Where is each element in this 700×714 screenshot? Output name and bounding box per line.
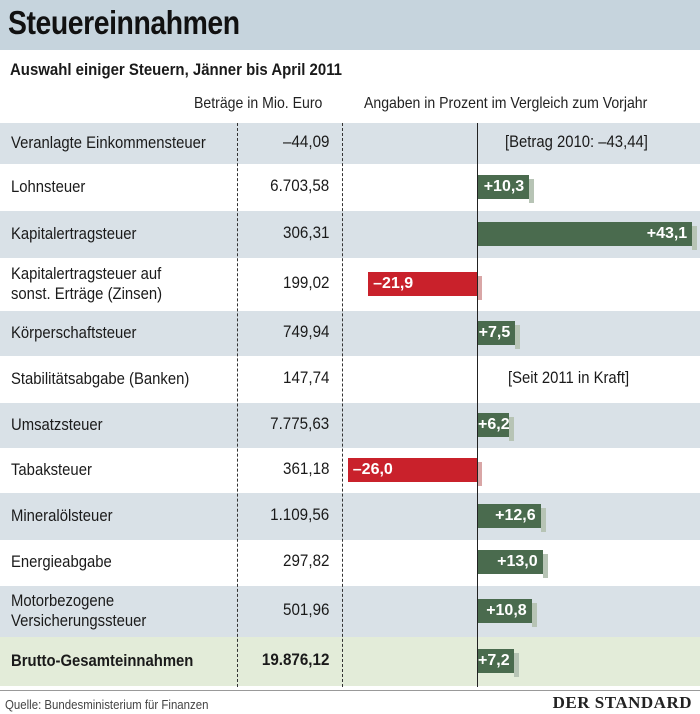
bar-data-label: +13,0 (497, 553, 538, 570)
table-row: Umsatzsteuer 7.775,63 +6,2 (0, 403, 700, 448)
bar-data-label: +12,6 (495, 506, 536, 524)
row-label: Mineralölsteuer (11, 506, 113, 526)
table-row: Lohnsteuer 6.703,58 +10,3 (0, 164, 700, 211)
table-row: Kapitalertragsteuer 306,31 +43,1 (0, 211, 700, 258)
row-note: [Seit 2011 in Kraft] (508, 368, 630, 387)
row-label: Kapitalertragsteuer auf sonst. Erträge (Z… (11, 264, 162, 304)
table-row: Körperschaftsteuer 749,94 +7,5 (0, 311, 700, 356)
table-row: Tabaksteuer 361,18 –26,0 (0, 448, 700, 493)
bar-negative: –21,9 (368, 271, 482, 300)
table-row: Mineralölsteuer 1.109,56 +12,6 (0, 493, 700, 540)
percent-column-header: Angaben in Prozent im Vergleich zum Vorj… (364, 95, 648, 112)
row-label-line: Umsatzsteuer (11, 415, 103, 434)
publisher-logo: DER STANDARD (552, 693, 692, 712)
row-amount: 147,74 (282, 368, 329, 387)
row-label: Umsatzsteuer (11, 415, 103, 435)
row-label: Veranlagte Einkommensteuer (11, 133, 206, 153)
row-label-line: Veranlagte Einkommensteuer (11, 133, 206, 152)
row-label-line: Brutto-Gesamteinnahmen (11, 651, 194, 670)
chart-title: Steuereinnahmen (8, 4, 240, 41)
row-amount: 749,94 (282, 322, 329, 341)
bar-positive: +10,3 (478, 174, 535, 203)
bar-data-label: +10,3 (483, 177, 525, 195)
row-label-line: Stabilitätsabgabe (Banken) (11, 369, 190, 388)
bar-positive: +12,6 (478, 503, 546, 532)
bar-data-label: +43,1 (646, 224, 688, 242)
row-label: Stabilitätsabgabe (Banken) (11, 369, 189, 389)
bar-negative: –26,0 (347, 457, 483, 486)
row-label: Energieabgabe (11, 552, 112, 572)
table-row: Motorbezogene Versicherungssteuer 501,96 +1… (0, 586, 700, 637)
bar-positive: +13,0 (478, 550, 548, 578)
row-label: Kapitalertragsteuer (11, 224, 136, 244)
table-row: Veranlagte Einkommensteuer –44,09 [Betrag … (0, 123, 700, 164)
row-label-line: sonst. Erträge (Zinsen) (11, 284, 163, 303)
row-amount: 199,02 (282, 273, 329, 292)
bar-data-label: +7,5 (478, 323, 511, 341)
amount-column-header: Beträge in Mio. Euro (194, 95, 323, 112)
row-amount: 306,31 (282, 223, 329, 242)
row-label-line: Versicherungssteuer (11, 611, 147, 630)
row-amount: 297,82 (282, 552, 329, 570)
bar-positive: +10,8 (478, 598, 537, 627)
bar-positive: +7,2 (478, 648, 519, 677)
row-label: Brutto-Gesamteinnahmen (11, 651, 193, 671)
row-label: Körperschaftsteuer (11, 323, 136, 343)
bar-positive: +43,1 (478, 221, 698, 250)
table-row: Brutto-Gesamteinnahmen 19.876,12 +7,2 (0, 637, 700, 686)
row-amount: 501,96 (282, 600, 329, 619)
table-row: Energieabgabe 297,82 +13,0 (0, 540, 700, 586)
table-row: Kapitalertragsteuer auf sonst. Erträge (Z… (0, 258, 700, 311)
table-row: Stabilitätsabgabe (Banken) 147,74 [Seit 20… (0, 356, 700, 403)
row-amount: 1.109,56 (269, 505, 329, 524)
row-amount: 361,18 (282, 459, 329, 478)
bar-data-label: +6,2 (478, 415, 510, 433)
row-label-line: Motorbezogene (11, 591, 115, 610)
bar-data-label: +10,8 (486, 601, 527, 619)
row-label-line: Körperschaftsteuer (11, 323, 137, 342)
row-label-line: Lohnsteuer (11, 177, 86, 196)
bar-data-label: +7,2 (478, 651, 510, 669)
row-label-line: Kapitalertragsteuer auf (11, 264, 162, 283)
row-note: [Betrag 2010: –43,44] (505, 132, 648, 151)
row-label: Tabaksteuer (11, 460, 92, 480)
row-amount: 7.775,63 (269, 414, 329, 433)
row-label: Lohnsteuer (11, 177, 85, 197)
title-bar (0, 0, 700, 50)
row-label: Motorbezogene Versicherungssteuer (11, 591, 146, 631)
row-amount: –44,09 (282, 132, 329, 151)
amount-divider (342, 123, 343, 687)
row-label-line: Energieabgabe (11, 553, 112, 571)
row-amount: 6.703,58 (269, 176, 329, 195)
row-label-line: Tabaksteuer (11, 460, 92, 479)
row-label-line: Mineralölsteuer (11, 506, 113, 525)
chart-subtitle: Auswahl einiger Steuern, Jänner bis Apri… (10, 60, 343, 79)
row-label-line: Kapitalertragsteuer (11, 224, 137, 243)
bar-positive: +6,2 (478, 412, 514, 441)
bar-data-label: –26,0 (352, 460, 393, 478)
zero-axis (477, 123, 478, 687)
bar-data-label: –21,9 (373, 274, 414, 292)
source-note: Quelle: Bundesministerium für Finanzen (5, 697, 209, 712)
footer-rule (0, 690, 700, 691)
bar-positive: +7,5 (478, 320, 521, 349)
label-divider (237, 123, 238, 687)
row-amount: 19.876,12 (261, 650, 329, 669)
